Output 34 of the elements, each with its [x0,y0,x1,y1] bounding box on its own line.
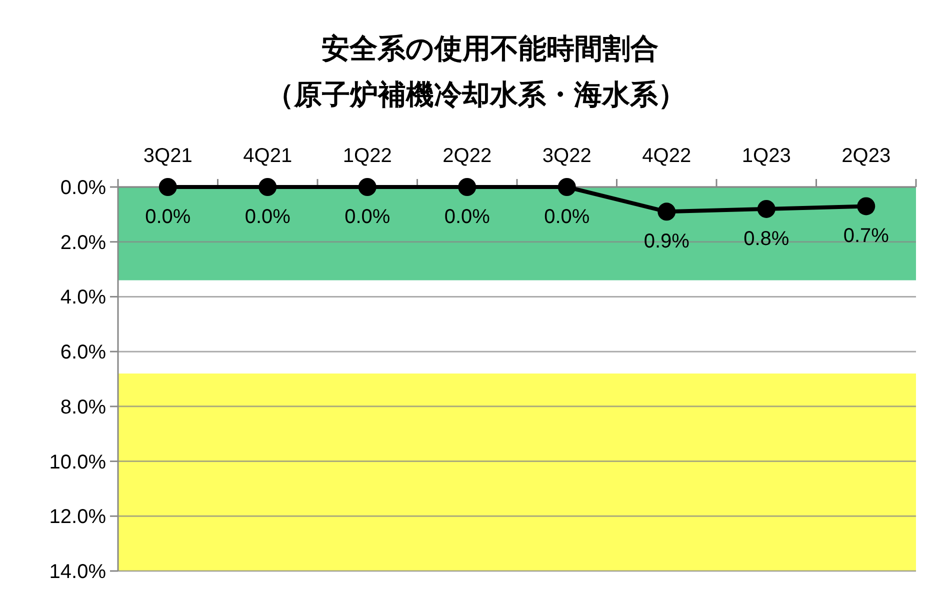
x-tick-label: 1Q23 [742,145,791,167]
point [158,178,177,196]
y-tick-label: 14.0% [49,561,106,583]
x-tick-label: 2Q22 [442,145,492,167]
y-tick-label: 2.0% [60,232,106,254]
point [458,178,476,196]
data-label: 0.0% [244,206,291,228]
chart-title: 安全系の使用不能時間割合 [322,33,658,64]
y-tick-label: 12.0% [49,506,106,528]
point [558,178,576,196]
point [757,200,776,218]
y-tick-label: 6.0% [60,342,106,364]
data-label: 0.0% [444,206,490,228]
y-tick-label: 8.0% [60,396,106,418]
data-label: 0.7% [843,225,890,248]
x-tick-label: 1Q22 [342,145,392,167]
data-label: 0.0% [344,206,390,228]
x-tick-label: 4Q21 [243,145,292,167]
y-tick-label: 4.0% [60,286,106,309]
data-label: 0.0% [145,206,191,228]
x-tick-label: 4Q22 [642,145,692,167]
x-tick-label: 3Q22 [542,145,592,167]
x-tick-label: 2Q23 [842,145,891,167]
y-tick-label: 0.0% [60,177,106,199]
x-tick-label: 3Q21 [143,145,192,167]
chart-subtitle: （原子炉補機冷却水系・海水系） [266,79,686,110]
point [857,197,876,216]
point [258,178,277,196]
data-label: 0.8% [744,228,790,250]
y-tick-label: 10.0% [49,451,106,474]
data-label: 0.0% [544,206,590,228]
point [658,202,676,221]
point [358,178,376,196]
data-label: 0.9% [644,230,690,253]
